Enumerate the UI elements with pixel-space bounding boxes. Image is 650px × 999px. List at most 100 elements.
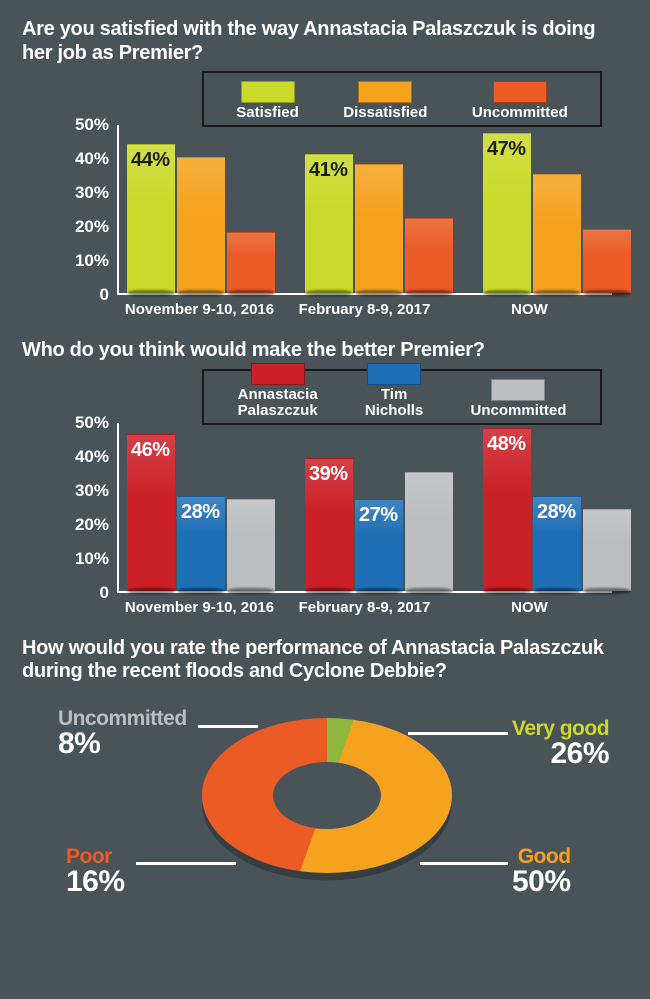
bar: 27%: [355, 499, 403, 591]
callout-poor-label: Poor: [66, 846, 125, 867]
legend-label: Uncommitted: [471, 403, 567, 419]
legend-label: Dissatisfied: [343, 105, 427, 121]
lead-line-very-good: [408, 732, 508, 735]
legend-item: TimNicholls: [365, 363, 423, 419]
legend-swatch: [493, 81, 547, 103]
bar-value: 41%: [309, 159, 348, 182]
bar: [583, 509, 631, 591]
y-tick: 0: [100, 285, 109, 305]
bar: [405, 218, 453, 293]
bar: 41%: [305, 154, 353, 293]
lead-line-good: [420, 862, 508, 865]
chart1-yaxis: 50%40%30%20%10%0: [22, 125, 117, 295]
chart1-plot: 44% 41% 47%: [117, 125, 612, 295]
bar-value: 46%: [131, 439, 170, 462]
legend-swatch: [241, 81, 295, 103]
legend-item: Satisfied: [236, 81, 299, 121]
chart1-title: Are you satisfied with the way Annastaci…: [22, 18, 628, 65]
bar: 48%: [483, 428, 531, 591]
legend-item: Dissatisfied: [343, 81, 427, 121]
bar: [227, 499, 275, 591]
chart3-title: How would you rate the performance of An…: [22, 637, 612, 684]
bar: 44%: [127, 144, 175, 294]
y-tick: 50%: [75, 413, 109, 433]
y-tick: 40%: [75, 149, 109, 169]
legend-item: Uncommitted: [472, 81, 568, 121]
bar: [583, 229, 631, 294]
callout-poor-pct: 16%: [66, 867, 125, 897]
legend-swatch: [491, 379, 545, 401]
chart1-xlabels: November 9-10, 2016February 8-9, 2017NOW: [117, 301, 612, 318]
bar-group: 48% 28%: [483, 428, 631, 591]
donut-hole: [273, 762, 381, 829]
y-tick: 30%: [75, 481, 109, 501]
chart2-section: Who do you think would make the better P…: [22, 339, 628, 623]
y-tick: 10%: [75, 549, 109, 569]
bar: [177, 157, 225, 293]
bar: 39%: [305, 458, 353, 591]
legend-swatch: [367, 363, 421, 385]
x-label: NOW: [447, 599, 612, 616]
bar: 46%: [127, 434, 175, 590]
callout-uncommitted-pct: 8%: [58, 729, 187, 759]
legend-swatch: [251, 363, 305, 385]
bar: [533, 174, 581, 293]
y-tick: 0: [100, 583, 109, 603]
bar-value: 27%: [359, 504, 398, 527]
chart2-title: Who do you think would make the better P…: [22, 339, 628, 363]
donut-chart: [202, 718, 452, 873]
legend-label: Uncommitted: [472, 105, 568, 121]
x-label: November 9-10, 2016: [117, 599, 282, 616]
legend-label: AnnastaciaPalaszczuk: [238, 387, 318, 419]
chart2-plot-wrap: 50%40%30%20%10%0 46%28%39%27%48%28% Nove…: [22, 423, 628, 623]
bar-group: 41%: [305, 154, 453, 293]
bar-value: 47%: [487, 138, 526, 161]
callout-uncommitted: Uncommitted 8%: [58, 708, 187, 759]
y-tick: 40%: [75, 447, 109, 467]
callout-good-pct: 50%: [512, 867, 571, 897]
callout-very-good-pct: 26%: [512, 739, 609, 769]
bar-value: 44%: [131, 149, 170, 172]
chart1-plot-wrap: 50%40%30%20%10%0 44%41%47% November 9-10…: [22, 125, 628, 325]
bar-value: 48%: [487, 433, 526, 456]
bar: [405, 472, 453, 591]
bar-group: 44%: [127, 144, 275, 294]
chart1-section: Are you satisfied with the way Annastaci…: [22, 18, 628, 325]
legend-item: AnnastaciaPalaszczuk: [238, 363, 318, 419]
x-label: NOW: [447, 301, 612, 318]
legend-swatch: [358, 81, 412, 103]
legend-label: TimNicholls: [365, 387, 423, 419]
chart2-legend: AnnastaciaPalaszczuk TimNicholls Uncommitt…: [202, 369, 602, 425]
bar: 28%: [533, 496, 581, 591]
chart3-section: How would you rate the performance of An…: [22, 637, 628, 914]
chart1-legend: Satisfied Dissatisfied Uncommitted: [202, 71, 602, 127]
legend-label: Satisfied: [236, 105, 299, 121]
bar-group: 46% 28%: [127, 434, 275, 590]
callout-very-good-label: Very good: [512, 718, 609, 739]
legend-item: Uncommitted: [471, 379, 567, 419]
x-label: February 8-9, 2017: [282, 599, 447, 616]
chart2-plot: 46% 28% 39% 27% 48% 28%: [117, 423, 612, 593]
callout-very-good: Very good 26%: [512, 718, 609, 769]
y-tick: 20%: [75, 515, 109, 535]
bar-value: 39%: [309, 463, 348, 486]
chart2-yaxis: 50%40%30%20%10%0: [22, 423, 117, 593]
bar: [355, 164, 403, 293]
bar-group: 39% 27%: [305, 458, 453, 591]
bar: 28%: [177, 496, 225, 591]
y-tick: 10%: [75, 251, 109, 271]
bar-value: 28%: [537, 501, 576, 524]
callout-good-label: Good: [512, 846, 571, 867]
y-tick: 20%: [75, 217, 109, 237]
lead-line-uncommitted: [198, 725, 258, 728]
bar-group: 47%: [483, 133, 631, 293]
bar: 47%: [483, 133, 531, 293]
x-label: February 8-9, 2017: [282, 301, 447, 318]
bar: [227, 232, 275, 293]
x-label: November 9-10, 2016: [117, 301, 282, 318]
bar-value: 28%: [181, 501, 220, 524]
callout-poor: Poor 16%: [66, 846, 125, 897]
chart3-donut-wrap: Uncommitted 8% Very good 26% Poor 16% Go…: [22, 694, 628, 914]
callout-good: Good 50%: [512, 846, 571, 897]
y-tick: 50%: [75, 115, 109, 135]
